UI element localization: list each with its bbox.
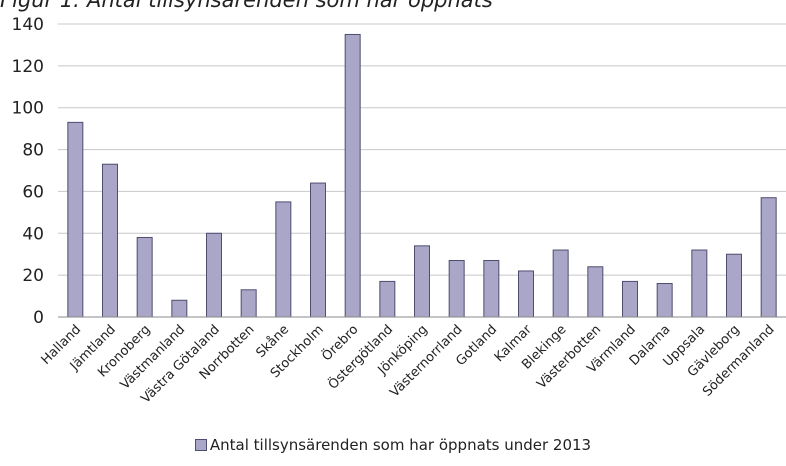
y-axis-ticks: 0 20 40 60 80 100 120 140 bbox=[12, 15, 44, 328]
bar-8 bbox=[344, 33, 361, 318]
y-tick-label: 40 bbox=[22, 224, 44, 244]
bar-18 bbox=[691, 249, 708, 318]
bar-6 bbox=[275, 201, 292, 318]
bar-11 bbox=[448, 259, 465, 318]
bar-13 bbox=[518, 270, 534, 318]
y-tick-label: 140 bbox=[12, 15, 44, 35]
y-tick-label: 120 bbox=[12, 57, 44, 77]
bars bbox=[67, 33, 777, 318]
legend-swatch bbox=[194, 438, 207, 451]
y-tick-label: 0 bbox=[33, 308, 44, 328]
bar-20 bbox=[760, 197, 777, 318]
bar-17 bbox=[656, 283, 673, 318]
bar-15 bbox=[587, 266, 604, 318]
y-tick-label: 20 bbox=[22, 266, 44, 286]
bar-19 bbox=[726, 253, 742, 318]
legend-label: Antal tillsynsärenden som har öppnats un… bbox=[209, 436, 592, 454]
bar-12 bbox=[483, 259, 500, 318]
bar-14 bbox=[552, 249, 569, 318]
y-tick-label: 80 bbox=[22, 141, 44, 161]
clipped-caption: Figur 1: Antal tillsynsärenden som har ö… bbox=[0, 0, 493, 12]
y-tick-label: 100 bbox=[12, 99, 44, 119]
bar-3 bbox=[171, 299, 188, 318]
bar-0 bbox=[67, 121, 84, 318]
bar-5 bbox=[240, 289, 257, 318]
bar-10 bbox=[414, 245, 430, 318]
bar-9 bbox=[379, 280, 396, 318]
bar-1 bbox=[102, 163, 118, 318]
gridlines bbox=[58, 23, 786, 276]
x-axis-ticks: HallandJämtlandKronobergVästmanlandVästr… bbox=[39, 321, 778, 407]
bar-4 bbox=[206, 232, 222, 318]
bar-16 bbox=[622, 280, 638, 318]
bar-7 bbox=[310, 182, 326, 318]
legend: Antal tillsynsärenden som har öppnats un… bbox=[0, 436, 786, 454]
y-tick-label: 60 bbox=[22, 182, 44, 202]
bar-2 bbox=[136, 236, 153, 318]
